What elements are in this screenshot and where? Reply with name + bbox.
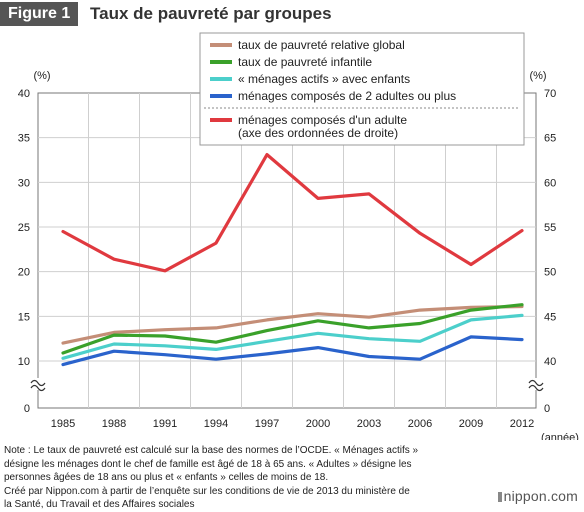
y-right-tick-label: 50: [544, 267, 556, 279]
series-line: [61, 303, 524, 355]
x-tick-label: 1988: [102, 418, 126, 430]
x-tick-label: 2000: [306, 418, 330, 430]
y-left-tick-label: 35: [18, 133, 30, 145]
axis-break-icon: [30, 379, 46, 387]
y-left-tick-label: 10: [18, 356, 30, 368]
y-right-tick-label: 40: [544, 356, 556, 368]
chart-notes: Note : Le taux de pauvreté est calculé s…: [4, 444, 474, 512]
x-unit-label: (année): [541, 432, 579, 440]
note-line: la Santé, du Travail et des Affaires soc…: [4, 499, 195, 510]
note-line: Note : Le taux de pauvreté est calculé s…: [4, 445, 419, 456]
x-tick-label: 1997: [255, 418, 279, 430]
y-right-tick-label: 65: [544, 133, 556, 145]
legend-label: (axe des ordonnées de droite): [238, 126, 398, 140]
y-right-tick-label: 60: [544, 177, 556, 189]
line-chart: 0 10 15 20 25 30 35 40 0 40 45 50 55 60 65 70 (%) (%) 1985…: [18, 32, 579, 440]
x-tick-label: 2003: [357, 418, 381, 430]
note-line: Créé par Nippon.com à partir de l’enquêt…: [4, 485, 410, 497]
legend-label: ménages composés d'un adulte: [238, 113, 407, 127]
y-left-tick-label: 15: [18, 311, 30, 323]
series-line: [61, 153, 524, 273]
y-right-tick-label: 45: [544, 311, 556, 323]
figure-header: Figure 1 Taux de pauvreté par groupes: [0, 0, 584, 30]
x-tick-label: 2009: [459, 418, 483, 430]
series-line: [61, 313, 524, 360]
brand-text: nippon.com: [503, 488, 578, 504]
y-left-tick-label: 20: [18, 267, 30, 279]
axis-break-icon: [30, 384, 46, 392]
axis-break-icon: [528, 379, 544, 387]
y-right-tick-label: 70: [544, 88, 556, 100]
brand-mark-icon: [497, 492, 502, 502]
y-left-unit-label: (%): [33, 70, 50, 82]
legend-label: taux de pauvreté relative global: [238, 38, 405, 52]
y-left-tick-label: 30: [18, 177, 30, 189]
legend-label: « ménages actifs » avec enfants: [238, 72, 410, 86]
axis-break-icon: [528, 384, 544, 392]
x-tick-label: 2012: [510, 418, 534, 430]
figure-title: Taux de pauvreté par groupes: [90, 4, 332, 23]
series-line: [61, 304, 524, 345]
brand-logo: nippon.com: [497, 488, 578, 504]
legend-label: taux de pauvreté infantile: [238, 55, 372, 69]
y-left-tick-label: 40: [18, 88, 30, 100]
y-right-tick-label: 0: [544, 403, 550, 415]
series-line: [61, 335, 524, 367]
x-tick-label: 1985: [51, 418, 75, 430]
y-right-tick-label: 55: [544, 222, 556, 234]
x-tick-label: 1994: [204, 418, 228, 430]
x-tick-label: 1991: [153, 418, 177, 430]
figure-badge: Figure 1: [0, 2, 79, 26]
y-left-tick-label: 0: [24, 403, 30, 415]
legend-box: [199, 32, 525, 146]
x-tick-label: 2006: [408, 418, 432, 430]
note-line: désigne les ménages dont le chef de fami…: [4, 458, 412, 470]
y-left-tick-label: 25: [18, 222, 30, 234]
legend-label: ménages composés de 2 adultes ou plus: [238, 89, 456, 103]
note-line: personnes âgées de 18 ans ou plus et « e…: [4, 472, 329, 483]
y-right-unit-label: (%): [529, 70, 546, 82]
